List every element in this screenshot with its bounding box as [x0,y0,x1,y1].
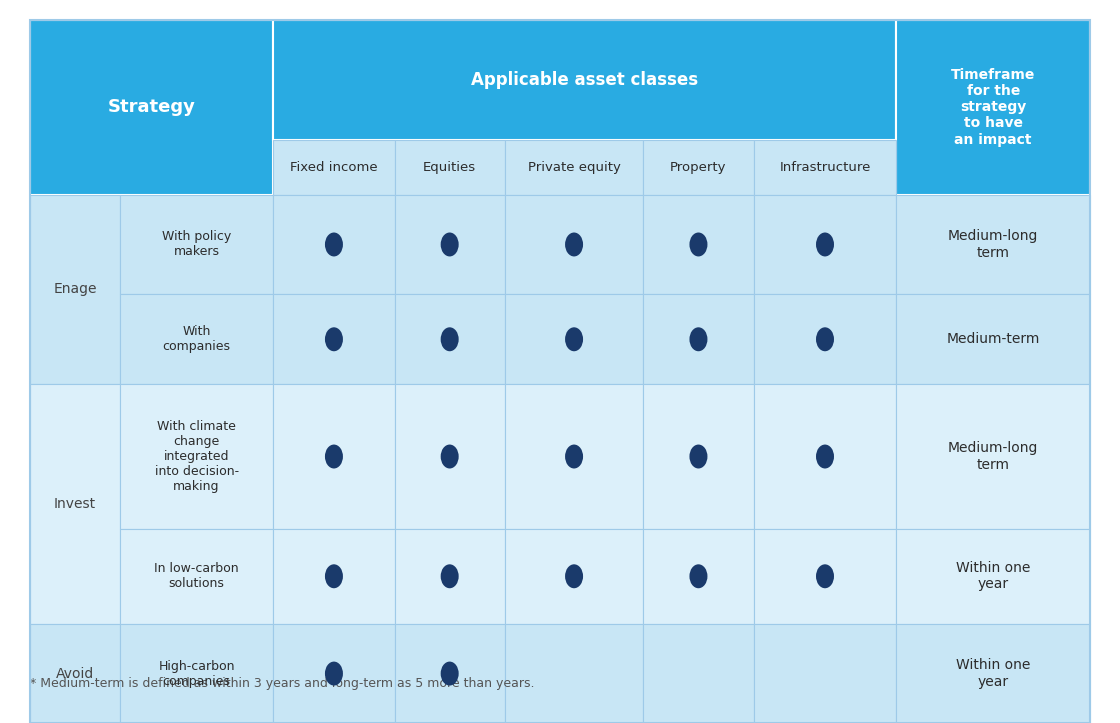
Bar [754,529,896,624]
Text: * Medium-term is defined as within 3 years and long-term as 5 more than years.: * Medium-term is defined as within 3 yea… [30,677,534,690]
Bar [394,140,505,194]
Text: Property: Property [670,161,727,174]
Bar [30,624,120,723]
Text: Private equity: Private equity [528,161,620,174]
Bar [643,384,754,529]
Ellipse shape [325,328,343,351]
Text: Medium-long
term: Medium-long term [948,229,1038,260]
Bar [896,384,1090,529]
Bar [273,294,394,384]
Ellipse shape [325,662,343,685]
Bar [394,529,505,624]
Bar [394,624,505,723]
Bar [643,624,754,723]
Bar [896,294,1090,384]
Bar [505,140,643,194]
Ellipse shape [566,328,584,351]
Bar [394,194,505,294]
Bar [30,20,273,194]
Bar [896,624,1090,723]
Bar [273,529,394,624]
Ellipse shape [566,564,584,589]
Ellipse shape [440,328,459,351]
Bar [505,194,643,294]
Text: Within one
year: Within one year [956,659,1030,689]
Ellipse shape [566,233,584,257]
Bar [120,529,273,624]
Ellipse shape [690,233,708,257]
Bar [273,624,394,723]
Bar [120,294,273,384]
Bar [643,529,754,624]
Text: Fixed income: Fixed income [290,161,377,174]
Text: Strategy: Strategy [108,98,196,116]
Bar [754,624,896,723]
Text: With
companies: With companies [162,325,231,354]
Text: In low-carbon
solutions: In low-carbon solutions [155,562,239,590]
Ellipse shape [816,445,834,469]
Ellipse shape [440,564,459,589]
Text: Enage: Enage [53,283,96,296]
Bar [754,384,896,529]
Ellipse shape [325,233,343,257]
Bar [30,194,120,384]
Ellipse shape [440,662,459,685]
Ellipse shape [440,233,459,257]
Bar [896,194,1090,294]
Bar [120,384,273,529]
Text: Avoid: Avoid [56,667,94,680]
Bar [30,384,120,624]
Bar [120,624,273,723]
Bar [896,529,1090,624]
Bar [273,20,896,140]
Text: Medium-term: Medium-term [946,333,1039,346]
Bar [754,194,896,294]
Bar [643,140,754,194]
Bar [505,294,643,384]
Bar [394,384,505,529]
Text: With policy
makers: With policy makers [162,231,231,259]
Bar [643,294,754,384]
Text: Applicable asset classes: Applicable asset classes [472,71,699,89]
Ellipse shape [690,445,708,469]
Bar [754,140,896,194]
Ellipse shape [566,445,584,469]
Bar [896,20,1090,194]
Ellipse shape [325,445,343,469]
Ellipse shape [325,564,343,589]
Bar [643,194,754,294]
Bar [505,624,643,723]
Bar [505,529,643,624]
Bar [394,294,505,384]
Text: Equities: Equities [423,161,476,174]
Text: Infrastructure: Infrastructure [780,161,870,174]
Ellipse shape [816,233,834,257]
Text: High-carbon
companies: High-carbon companies [158,659,235,688]
Text: Medium-long
term: Medium-long term [948,442,1038,471]
Ellipse shape [690,328,708,351]
Bar [273,384,394,529]
Text: Timeframe
for the
strategy
to have
an impact: Timeframe for the strategy to have an im… [951,68,1035,147]
Bar [120,194,273,294]
Ellipse shape [816,328,834,351]
Bar [754,294,896,384]
Bar [273,194,394,294]
Bar [273,140,394,194]
Ellipse shape [440,445,459,469]
Bar [505,384,643,529]
Text: Within one
year: Within one year [956,561,1030,591]
Text: With climate
change
integrated
into decision-
making: With climate change integrated into deci… [155,420,239,493]
Ellipse shape [690,564,708,589]
Ellipse shape [816,564,834,589]
Text: Invest: Invest [54,497,96,511]
